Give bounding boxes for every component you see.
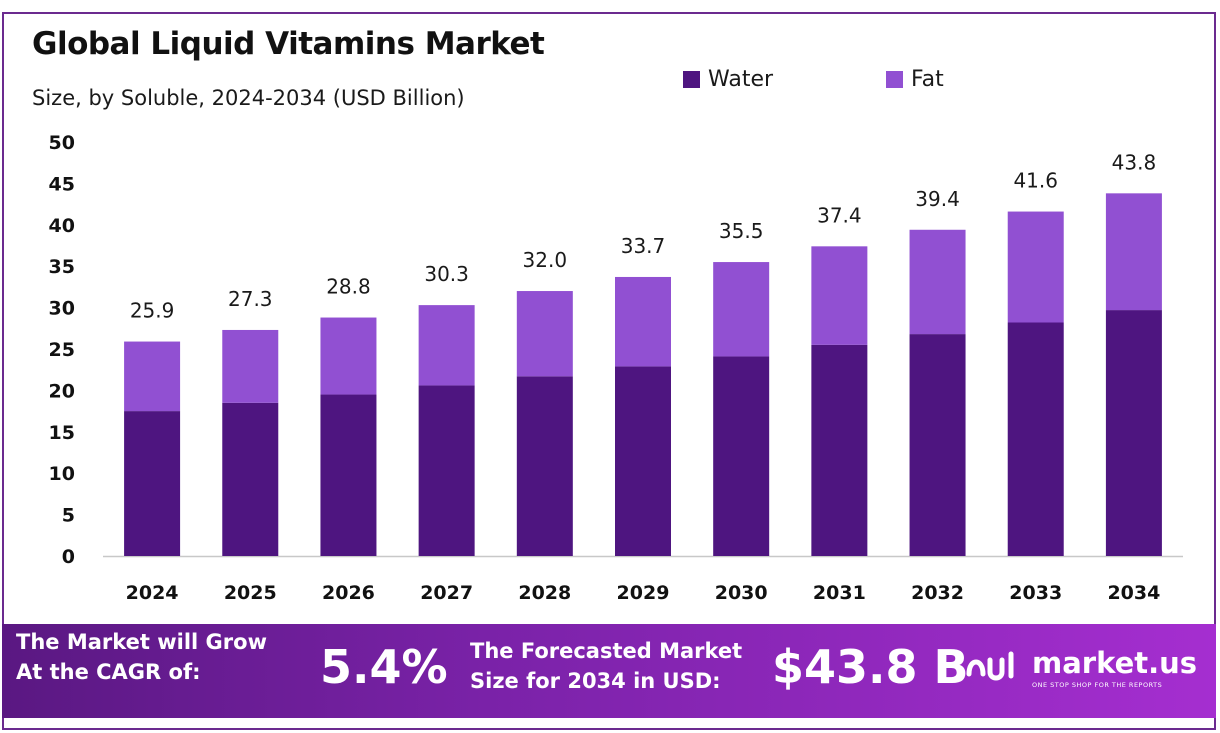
x-tick-label: 2030 (715, 582, 768, 604)
x-tick-label: 2031 (813, 582, 866, 604)
y-tick-label: 30 (49, 298, 75, 320)
legend-swatch-fat (886, 70, 903, 88)
y-tick-label: 5 (62, 505, 75, 527)
bar-chart: 0510152025303540455025.9202427.3202528.8… (49, 132, 1183, 604)
chart-title: Global Liquid Vitamins Market (32, 26, 545, 62)
bar-segment-water (124, 411, 181, 556)
legend-item-fat: Fat (886, 64, 944, 94)
bar-segment-water (418, 385, 475, 556)
market-us-logo-icon (966, 651, 1014, 681)
bar-segment-water (1007, 322, 1064, 556)
bar-total-label: 37.4 (817, 203, 862, 227)
x-tick-label: 2033 (1009, 582, 1062, 604)
legend-item-water: Water (683, 64, 773, 94)
chart-subtitle: Size, by Soluble, 2024-2034 (USD Billion… (32, 86, 465, 110)
bar-segment-water (909, 334, 966, 556)
bar-segment-fat (320, 317, 377, 395)
x-tick-label: 2034 (1107, 582, 1160, 604)
y-tick-label: 35 (49, 256, 75, 278)
y-tick-label: 10 (49, 463, 75, 485)
y-tick-label: 15 (49, 422, 75, 444)
bar-segment-fat (1105, 193, 1162, 311)
y-tick-label: 25 (49, 339, 75, 361)
bar-total-label: 39.4 (915, 187, 960, 211)
bar-segment-fat (418, 305, 475, 386)
bar-total-label: 43.8 (1112, 150, 1157, 174)
bar-segment-water (516, 376, 573, 556)
x-tick-label: 2032 (911, 582, 964, 604)
bar-segment-fat (909, 229, 966, 335)
brand-name: market.us (1032, 646, 1198, 680)
x-tick-label: 2028 (518, 582, 571, 604)
y-tick-label: 40 (49, 215, 75, 237)
bar-segment-water (615, 366, 671, 556)
bar-total-label: 25.9 (130, 299, 175, 323)
y-tick-label: 45 (49, 173, 75, 195)
bar-total-label: 33.7 (621, 234, 666, 258)
bar-segment-water (222, 402, 279, 556)
bar-total-label: 41.6 (1013, 169, 1058, 193)
x-tick-label: 2026 (322, 582, 375, 604)
y-tick-label: 20 (49, 380, 75, 402)
legend-swatch-water (683, 70, 700, 88)
bar-total-label: 28.8 (326, 275, 371, 299)
bar-segment-fat (516, 291, 573, 377)
legend-label-water: Water (708, 66, 774, 92)
x-tick-label: 2025 (224, 582, 277, 604)
bar-total-label: 30.3 (424, 262, 469, 286)
bar-segment-fat (222, 329, 279, 403)
bar-segment-fat (713, 262, 770, 357)
forecast-label: The Forecasted Market Size for 2034 in U… (470, 639, 743, 693)
brand-tagline: ONE STOP SHOP FOR THE REPORTS (1032, 681, 1163, 689)
bar-segment-water (713, 356, 770, 556)
bar-segment-fat (1007, 211, 1064, 323)
bar-segment-water (1105, 310, 1162, 556)
y-tick-label: 0 (62, 546, 75, 568)
bar-segment-water (811, 344, 868, 556)
x-tick-label: 2029 (617, 582, 670, 604)
x-tick-label: 2024 (126, 582, 179, 604)
bar-total-label: 35.5 (719, 219, 764, 243)
bar-segment-fat (811, 246, 868, 345)
bar-segment-fat (615, 276, 671, 367)
x-tick-label: 2027 (420, 582, 473, 604)
bar-total-label: 32.0 (523, 248, 568, 272)
bar-total-label: 27.3 (228, 287, 273, 311)
legend-label-fat: Fat (911, 66, 944, 92)
cagr-label: The Market will Grow At the CAGR of: (16, 630, 267, 684)
summary-banner: The Market will Grow At the CAGR of: 5.4… (2, 624, 1216, 718)
y-tick-label: 50 (49, 132, 75, 154)
bar-segment-water (320, 394, 377, 556)
cagr-value: 5.4% (320, 640, 448, 694)
forecast-value: $43.8 B (772, 640, 969, 694)
bar-segment-fat (124, 341, 181, 412)
